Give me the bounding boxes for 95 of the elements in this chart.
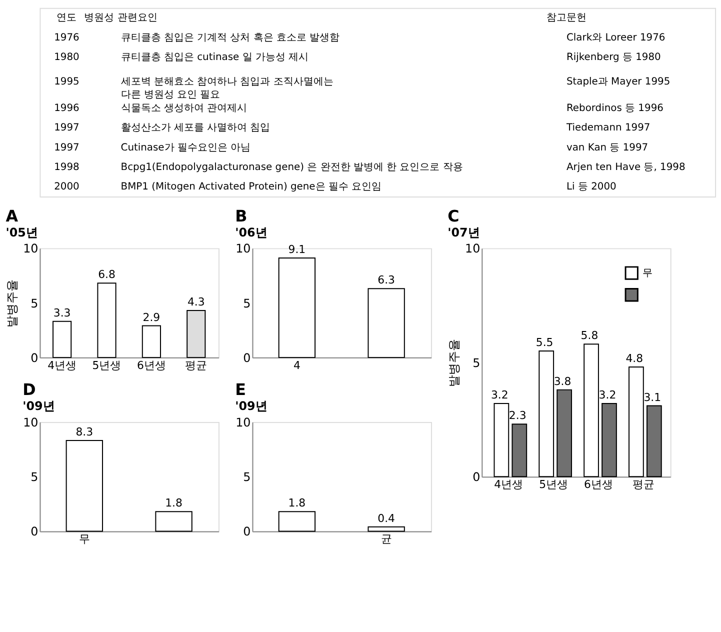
data-label: 5.5: [536, 336, 554, 350]
data-label: 1.8: [288, 496, 306, 510]
y-tick-label: 0: [243, 524, 251, 539]
data-label: 3.1: [644, 390, 662, 404]
text: 참고문헌: [546, 12, 586, 24]
bar: [584, 344, 599, 478]
x-tick-label: 6년생: [584, 478, 613, 492]
text: 1976: [54, 32, 80, 44]
text: Cutinase가 필수요인은 아님: [120, 142, 251, 154]
text: 큐티클층 침입은 기계적 상처 혹은 효소로 발생함: [120, 32, 340, 44]
data-label: 4.3: [187, 295, 205, 308]
text: 큐티클층 침입은 cutinase 일 가능성 제시: [120, 52, 309, 63]
text: 1997: [54, 142, 80, 154]
data-label: 3.8: [554, 374, 572, 388]
x-tick-label: 5년생: [539, 478, 568, 492]
x-tick-label: 균: [380, 532, 392, 546]
data-label: 3.2: [490, 388, 508, 402]
chart-title: E: [235, 380, 246, 400]
y-axis-title: 발병주율: [5, 279, 20, 328]
data-label: 2.9: [142, 310, 160, 324]
chart-subtitle: '06년: [235, 225, 268, 240]
text: Bcpg1(Endopolygalacturonase gene) 은 완전한 발병에 한 요인으로 작용: [120, 162, 463, 174]
text: 1997: [54, 122, 80, 134]
data-label: 2.3: [508, 409, 526, 422]
data-label: 6.8: [98, 268, 116, 282]
y-tick-label: 5: [243, 470, 251, 484]
text: 1996: [54, 103, 80, 114]
text: Li 등 2000: [566, 182, 616, 193]
text: 1980: [54, 52, 80, 63]
chart-title: D: [22, 380, 36, 400]
y-tick-label: 5: [30, 470, 38, 484]
chart-subtitle: '07년: [448, 225, 480, 240]
text: Arjen ten Have 등, 1998: [566, 162, 686, 174]
text: 세포벽 분해효소 참여하나 침입과 조직사멸에는 다른 병원성 요인 필요: [120, 76, 334, 100]
bar: [628, 366, 644, 478]
y-tick-label: 0: [30, 524, 38, 539]
bar: [494, 403, 510, 478]
text: 1995: [54, 76, 80, 88]
x-tick-label: 5년생: [92, 358, 122, 372]
data-label: 0.4: [378, 512, 396, 525]
x-tick-label: 6년생: [136, 358, 166, 372]
x-tick-label: 평균: [185, 358, 208, 372]
x-tick-label: 평균: [632, 478, 654, 492]
chart-subtitle: '09년: [235, 399, 268, 414]
bar: [186, 310, 206, 358]
bar: [142, 325, 161, 358]
text: Tiedemann 1997: [565, 122, 650, 134]
text: 2000: [54, 182, 80, 193]
bar: [602, 403, 617, 478]
x-tick-label: 4년생: [48, 358, 77, 372]
y-tick-label: 5: [30, 296, 38, 310]
data-label: 3.2: [598, 388, 616, 402]
data-label: 6.3: [378, 274, 396, 287]
text: Clark와 Loreer 1976: [566, 32, 666, 44]
y-tick-label: 10: [23, 415, 38, 430]
text: BMP1 (Mitogen Activated Protein) gene은 필수 요인임: [120, 182, 382, 193]
text: Rebordinos 등 1996: [566, 103, 664, 114]
y-tick-label: 10: [465, 242, 480, 256]
bar: [538, 350, 554, 478]
data-label: 3.3: [53, 306, 71, 320]
data-label: 5.8: [580, 329, 598, 342]
data-label: 8.3: [76, 426, 94, 439]
text: 1998: [54, 162, 80, 174]
bar: [512, 424, 528, 478]
text: van Kan 등 1997: [566, 142, 648, 154]
bar: [556, 389, 572, 478]
y-tick-label: 5: [243, 296, 251, 310]
y-tick-label: 0: [30, 350, 38, 365]
chart-title: C: [448, 206, 460, 226]
legend-label: 무: [642, 268, 653, 279]
text: 식물독소 생성하여 관여제시: [120, 103, 248, 114]
text: Staple과 Mayer 1995: [566, 76, 670, 88]
text: 연도: [56, 12, 77, 24]
chart-title: A: [6, 206, 19, 226]
data-label: 1.8: [165, 496, 183, 510]
chart-subtitle: '09년: [22, 399, 55, 414]
y-tick-label: 10: [23, 242, 38, 256]
bar: [646, 405, 662, 478]
x-tick-label: 4: [293, 358, 300, 372]
y-tick-label: 0: [472, 470, 480, 484]
text: 병원성 관련요인: [84, 12, 158, 24]
chart-title: B: [235, 206, 248, 226]
text: Rijkenberg 등 1980: [566, 52, 661, 63]
bar: [97, 282, 116, 358]
data-label: 9.1: [288, 243, 306, 256]
y-axis-title: 발병주율: [447, 338, 462, 387]
y-tick-label: 0: [243, 350, 251, 365]
chart-subtitle: '05년: [6, 225, 38, 240]
bar: [52, 320, 72, 358]
y-tick-label: 10: [236, 415, 251, 430]
y-tick-label: 5: [472, 356, 480, 370]
y-tick-label: 10: [236, 242, 251, 256]
data-label: 4.8: [626, 352, 644, 366]
x-tick-label: 4년생: [494, 478, 524, 492]
text: 활성산소가 세포를 사멸하여 침입: [120, 122, 270, 134]
